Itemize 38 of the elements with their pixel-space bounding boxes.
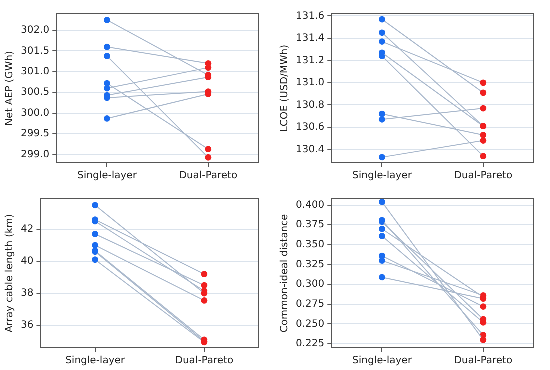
y-axis-title: LCOE (USD/MWh) — [280, 44, 291, 132]
y-tick-label: 299.0 — [20, 149, 50, 160]
y-tick-label: 130.8 — [296, 100, 325, 111]
y-tick-label: 301.5 — [20, 46, 50, 57]
y-tick-label: 300.0 — [20, 108, 50, 119]
y-tick-label: 301.0 — [20, 66, 50, 78]
y-axis-title: Common-ideal distance — [280, 214, 291, 333]
y-tick-label: 299.5 — [20, 128, 50, 140]
y-tick-label: 0.325 — [296, 259, 325, 270]
y-tick-label: 302.0 — [20, 25, 50, 36]
x-tick-label: Single-layer — [352, 356, 413, 367]
y-tick-label: 0.275 — [296, 299, 325, 310]
y-tick-label: 131.6 — [296, 10, 325, 22]
y-tick-label: 131.2 — [296, 55, 325, 66]
y-tick-label: 40 — [20, 256, 34, 268]
y-axis-title: Array cable length (km) — [4, 214, 16, 333]
x-tick-label: Single-layer — [66, 356, 126, 367]
x-tick-label: Single-layer — [77, 170, 138, 182]
y-tick-label: 42 — [20, 224, 34, 236]
y-tick-label: 0.250 — [296, 318, 325, 330]
y-tick-label: 0.400 — [296, 200, 325, 211]
x-tick-label: Dual-Pareto — [179, 170, 238, 182]
y-tick-label: 0.225 — [296, 338, 325, 350]
y-tick-label: 131.0 — [296, 78, 325, 89]
x-tick-label: Single-layer — [352, 170, 413, 182]
y-tick-label: 130.6 — [296, 122, 325, 134]
y-axis-title: Net AEP (GWh) — [4, 50, 16, 126]
y-tick-label: 0.375 — [296, 220, 325, 231]
x-tick-label: Dual-Pareto — [454, 356, 513, 367]
x-tick-label: Dual-Pareto — [454, 170, 513, 182]
y-tick-label: 36 — [20, 320, 34, 332]
y-tick-label: 0.300 — [296, 279, 325, 290]
x-tick-label: Dual-Pareto — [175, 356, 234, 367]
y-tick-label: 0.350 — [296, 240, 325, 251]
y-tick-label: 300.5 — [20, 87, 50, 98]
y-tick-label: 130.4 — [296, 144, 325, 156]
y-tick-label: 38 — [20, 288, 34, 300]
y-tick-label: 131.4 — [296, 33, 325, 44]
